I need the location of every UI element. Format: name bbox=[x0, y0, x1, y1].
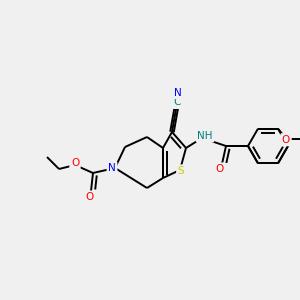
Text: O: O bbox=[282, 135, 290, 145]
Text: C: C bbox=[173, 98, 181, 107]
Text: O: O bbox=[71, 158, 79, 168]
Text: O: O bbox=[85, 192, 93, 202]
Text: S: S bbox=[178, 166, 184, 176]
Text: O: O bbox=[216, 164, 224, 174]
Text: NH: NH bbox=[197, 131, 213, 141]
Text: N: N bbox=[174, 88, 182, 98]
Text: N: N bbox=[108, 163, 116, 173]
